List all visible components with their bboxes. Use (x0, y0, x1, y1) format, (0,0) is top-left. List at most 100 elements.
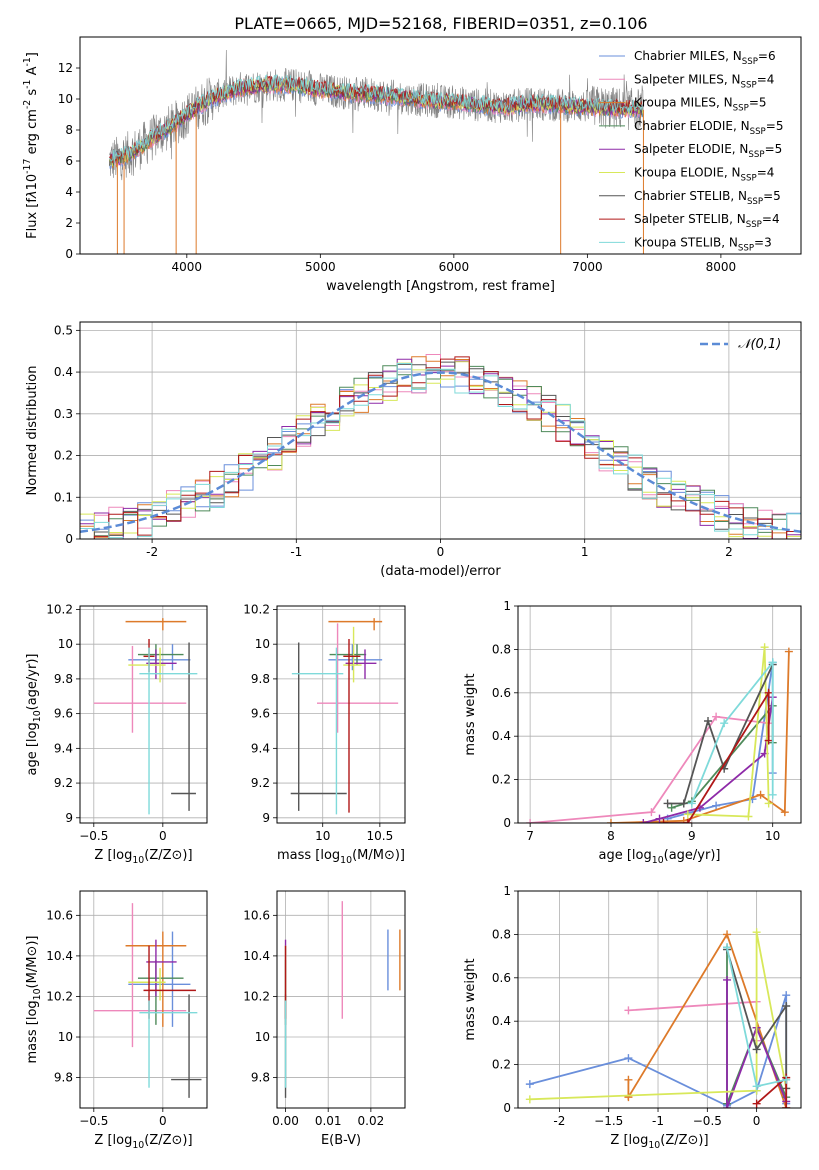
y-tick-label: 10 (255, 1030, 270, 1044)
x-tick-label: −1.5 (594, 1114, 623, 1128)
legend-label: Kroupa STELIB, NSSP​=3 (634, 235, 772, 253)
y-tick-label: 10 (58, 92, 73, 106)
y-tick-label: 9.2 (54, 776, 73, 790)
mass-weight-marker (723, 930, 732, 939)
axes-frame (276, 890, 406, 1109)
mass-weight-marker (720, 719, 729, 728)
spectrum-data-line (109, 49, 644, 181)
x-tick-label: 0.00 (272, 1114, 299, 1128)
legend-label: Kroupa MILES, NSSP​=5 (634, 96, 767, 114)
y-tick-label: 10.6 (46, 908, 73, 922)
histogram-series (80, 354, 801, 539)
axes-frame (276, 605, 406, 824)
mass-weight-marker (768, 790, 777, 799)
mass-weight-marker (768, 658, 777, 667)
y-tick-label: 4 (65, 185, 73, 199)
mass-weight-marker (764, 799, 773, 808)
x-axis-label: Z [log10​(Z/Z⊙)] (94, 848, 192, 866)
mass-weight-marker (683, 819, 692, 823)
mass-weight-marker (756, 790, 765, 799)
mass-weight-marker (624, 1093, 633, 1102)
y-tick-label: 9.8 (251, 1071, 270, 1085)
histogram-series (80, 360, 801, 539)
x-tick-label: -2 (553, 1114, 565, 1128)
mass-weight-marker (752, 1045, 761, 1054)
legend-label: 𝒩(0,1) (738, 337, 781, 352)
mass-weight-marker (723, 943, 732, 952)
mass-weight-line (530, 715, 769, 823)
mass-weight-marker (624, 1075, 633, 1084)
y-tick-label: 9.8 (251, 672, 270, 686)
mass-weight-marker (624, 1054, 633, 1063)
y-tick-label: 8 (65, 123, 73, 137)
mass_vs_EBV-axes (277, 891, 405, 1108)
mass-weight-marker (655, 814, 664, 823)
axes-frame (79, 36, 802, 255)
y-tick-label: 12 (58, 61, 73, 75)
mass-weight-marker (764, 688, 773, 697)
x-tick-label: -1 (290, 545, 302, 559)
figure-title: PLATE=0665, MJD=52168, FIBERID=0351, z=0… (234, 14, 647, 33)
x-tick-label: −0.5 (693, 1114, 722, 1128)
mass-weight-line (687, 647, 770, 818)
mass-weight-marker (683, 810, 692, 819)
axes-frame (79, 890, 208, 1109)
mass-weight-marker (679, 816, 688, 823)
axes-frame (517, 605, 802, 824)
mass-weight-line (663, 689, 770, 823)
mass-weight-line (726, 949, 788, 1089)
legend-label: Chabrier ELODIE, NSSP​=5 (634, 119, 783, 137)
spectrum-model-line (109, 74, 644, 164)
y-tick-label: 0.2 (492, 1058, 511, 1072)
mass_weight_vs_Z-plot (525, 928, 791, 1108)
mass-weight-marker (712, 712, 721, 721)
mass_weight_vs_Z-frame: -2 −1.5 -1 −0.5 0 0 0.2 0.4 0.6 0.8 1 Z [log10​(Z/Z… (463, 884, 802, 1151)
mass-weight-marker (752, 928, 761, 937)
y-tick-label: 9.4 (251, 741, 270, 755)
mass-weight-marker (744, 812, 753, 821)
mass_vs_EBV-plot (284, 901, 401, 1098)
age_vs_mass-frame: 10 10.5 9 9.2 9.4 9.6 9.8 10 10.2 mass [log10​(M/… (243, 602, 406, 866)
mass-weight-marker (525, 1080, 534, 1089)
y-tick-label: 1 (503, 884, 511, 898)
x-tick-label: 7000 (572, 260, 603, 274)
y-tick-label: 0 (503, 1101, 511, 1115)
mass-weight-marker (639, 819, 648, 823)
spectrum-model-line (109, 78, 644, 166)
axes-frame (79, 605, 208, 824)
x-tick-label: 0.01 (315, 1114, 342, 1128)
age_vs_Z-frame: −0.5 0 9 9.2 9.4 9.6 9.8 10 10.2 Z [log10​(Z/Z⊙)]… (25, 602, 208, 866)
x-tick-label: -2 (146, 545, 158, 559)
age_vs_Z-plot (93, 618, 198, 815)
y-tick-label: 10.4 (243, 949, 270, 963)
mass-weight-marker (687, 799, 696, 808)
y-axis-label: mass weight (463, 958, 478, 1040)
mass-weight-marker (752, 1082, 761, 1091)
x-tick-label: 0.02 (358, 1114, 385, 1128)
y-tick-label: 0 (65, 247, 73, 261)
mass-weight-marker (667, 803, 676, 812)
mass-weight-line (690, 659, 774, 804)
x-axis-label: age [log10​(age/yr)] (599, 848, 721, 866)
mass-weight-marker (679, 799, 688, 808)
panels: 4000 5000 6000 7000 8000024681012wavelength … (22, 36, 802, 1151)
legend-label: Salpeter ELODIE, NSSP​=5 (634, 142, 782, 160)
x-tick-label: 4000 (172, 260, 203, 274)
mass-weight-marker (784, 647, 793, 656)
x-tick-label: 0 (159, 1114, 167, 1128)
y-tick-label: 0 (503, 816, 511, 830)
y-tick-label: 10 (58, 637, 73, 651)
y-tick-label: 9.2 (251, 776, 270, 790)
residual-plot (80, 354, 801, 539)
y-tick-label: 0.4 (54, 365, 73, 379)
x-tick-label: -1 (652, 1114, 664, 1128)
y-axis-label: mass weight (463, 673, 478, 755)
histogram-series (80, 356, 801, 539)
mass-weight-marker (723, 975, 732, 984)
mass-weight-marker (782, 991, 791, 1000)
y-tick-label: 0.8 (492, 927, 511, 941)
age_vs_mass-axes (277, 606, 405, 823)
x-tick-label: 5000 (305, 260, 336, 274)
y-tick-label: 9.6 (251, 707, 270, 721)
